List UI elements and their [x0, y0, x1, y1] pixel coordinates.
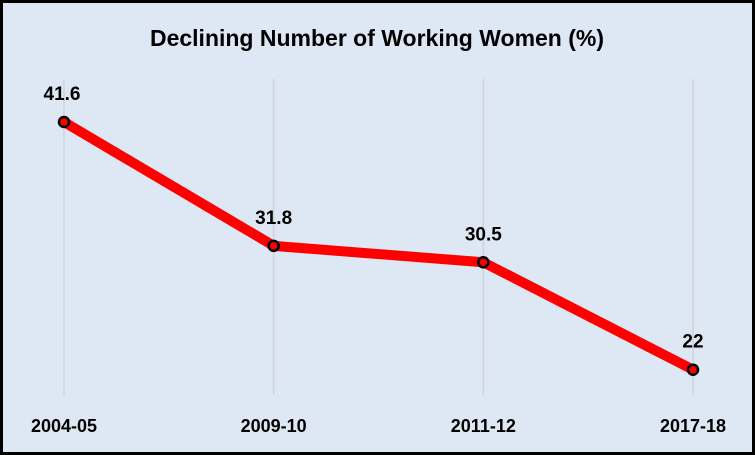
data-line [61, 117, 696, 375]
x-tick-label: 2011-12 [451, 416, 516, 436]
data-point [267, 239, 280, 253]
data-point [686, 363, 700, 376]
x-tick-label: 2004-05 [31, 416, 97, 436]
chart-title: Declining Number of Working Women (%) [150, 25, 604, 51]
data-point [477, 256, 490, 269]
data-label: 41.6 [44, 84, 81, 105]
x-tick-label: 2009-10 [241, 416, 307, 436]
x-tick-label: 2017-18 [660, 416, 726, 436]
data-label: 31.8 [255, 208, 292, 229]
data-point [57, 115, 71, 129]
data-label: 30.5 [465, 224, 502, 245]
data-label: 22 [682, 332, 703, 353]
